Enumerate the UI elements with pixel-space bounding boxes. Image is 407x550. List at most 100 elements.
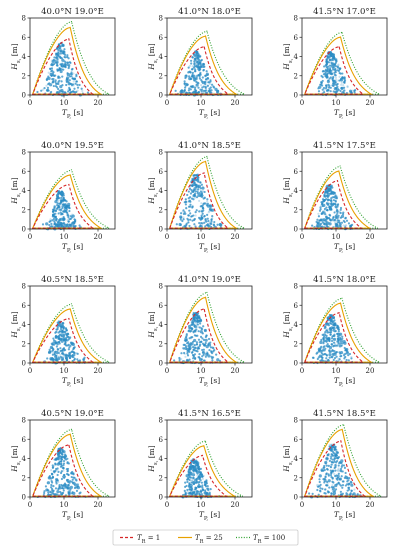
scatter-point: [192, 482, 195, 486]
scatter-point: [340, 475, 343, 478]
scatter-point: [340, 465, 343, 468]
scatter-point: [59, 447, 62, 450]
scatter-point: [208, 224, 211, 227]
scatter-point: [65, 62, 69, 66]
scatter-point: [58, 55, 62, 58]
scatter-point: [61, 321, 64, 325]
x-tick-label: 0: [28, 367, 32, 375]
scatter-point: [187, 75, 191, 78]
scatter-point: [205, 72, 209, 76]
scatter-point: [204, 85, 207, 88]
scatter-point: [321, 202, 324, 206]
scatter-point: [341, 486, 344, 489]
scatter-point: [203, 196, 206, 200]
scatter-point: [200, 192, 204, 195]
y-tick-label: 2: [159, 206, 163, 214]
scatter-point: [192, 188, 196, 192]
x-tick-label: 20: [366, 99, 375, 107]
contour-t_r-100: [303, 297, 380, 363]
scatter-point: [56, 350, 59, 353]
scatter-point: [208, 87, 211, 90]
scatter-point: [344, 216, 347, 219]
y-tick-label: 8: [294, 149, 298, 157]
scatter-point: [187, 66, 190, 69]
scatter-point: [343, 81, 346, 84]
scatter-point: [68, 207, 71, 210]
scatter-point: [69, 223, 72, 227]
scatter-point: [60, 462, 63, 465]
scatter-point: [49, 486, 53, 489]
scatter-point: [308, 492, 311, 495]
contour-t_r-100: [31, 20, 110, 95]
scatter-point: [195, 209, 198, 212]
x-tick-label: 20: [231, 501, 240, 509]
scatter-point: [324, 69, 328, 74]
scatter-point: [336, 69, 339, 72]
scatter-point: [188, 488, 191, 491]
scatter-point: [61, 193, 64, 196]
scatter-point: [343, 220, 346, 224]
scatter-point: [338, 216, 341, 219]
scatter-point: [325, 85, 328, 88]
scatter-point: [64, 56, 67, 59]
scatter-point: [69, 341, 73, 344]
scatter-point: [64, 327, 68, 330]
scatter-point: [198, 75, 201, 78]
scatter-point: [331, 316, 335, 319]
scatter-point: [339, 211, 342, 215]
scatter-point: [59, 465, 63, 468]
subplot-7: 40.5°N 18.5°E 0 10 20 0 2 4 6 8 TP, [s] Hs, [m]: [10, 275, 116, 388]
scatter-point: [46, 357, 49, 360]
scatter-point: [203, 343, 206, 347]
scatter-point: [334, 195, 338, 199]
scatter-point: [337, 63, 340, 66]
scatter-point: [346, 350, 349, 353]
scatter-point: [340, 81, 343, 84]
scatter-point: [328, 351, 331, 354]
scatter-point: [321, 356, 324, 359]
scatter-point: [53, 470, 56, 473]
scatter-point: [338, 219, 341, 222]
scatter-point: [190, 59, 193, 62]
scatter-point: [326, 79, 330, 84]
scatter-point: [341, 480, 344, 483]
scatter-point: [49, 493, 52, 497]
scatter-point: [204, 202, 207, 205]
scatter-point: [55, 482, 58, 485]
scatter-point: [184, 197, 187, 201]
scatter-point: [200, 84, 203, 87]
scatter-point: [193, 334, 196, 337]
scatter-point: [63, 210, 66, 213]
scatter-point: [336, 221, 340, 224]
scatter-point: [193, 223, 196, 226]
scatter-point: [65, 329, 68, 332]
scatter-point: [193, 181, 196, 184]
scatter-point: [191, 178, 194, 181]
scatter-point: [196, 323, 199, 326]
x-tick-label: 20: [94, 233, 103, 241]
x-axis-label: TP, [s]: [334, 376, 355, 388]
x-tick-label: 20: [366, 367, 375, 375]
scatter-point: [62, 329, 65, 332]
x-axis-label: TP, [s]: [62, 108, 83, 120]
scatter-point: [182, 343, 185, 346]
scatter-point: [55, 352, 59, 355]
contour-t_r-1: [31, 38, 95, 95]
scatter-point: [175, 223, 178, 226]
scatter-point: [194, 211, 197, 214]
scatter-point: [324, 219, 327, 222]
scatter-point: [194, 57, 197, 60]
scatter-point: [199, 187, 202, 190]
scatter-point: [53, 352, 56, 355]
scatter-point: [190, 184, 194, 188]
contour-t_r-25: [31, 433, 104, 497]
y-tick-label: 2: [159, 72, 163, 80]
scatter-point: [330, 471, 333, 474]
scatter-point: [61, 62, 64, 65]
scatter-point: [207, 489, 210, 492]
scatter-point: [206, 213, 209, 216]
scatter-point: [345, 224, 348, 227]
scatter-point: [347, 359, 350, 362]
scatter-point: [64, 332, 68, 335]
axes-frame: [29, 17, 116, 96]
